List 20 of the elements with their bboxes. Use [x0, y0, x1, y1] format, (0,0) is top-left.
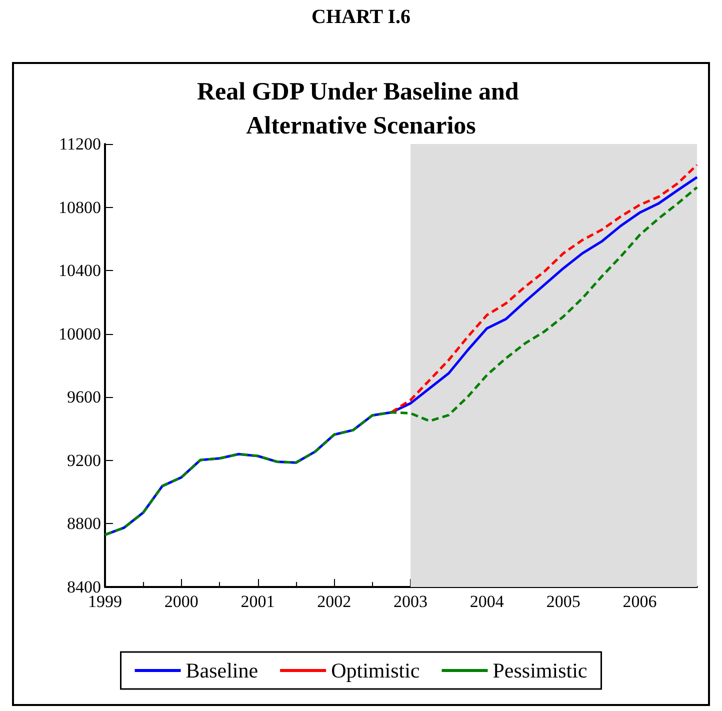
legend-label: Pessimistic — [492, 658, 588, 682]
x-tick-label: 2003 — [394, 592, 428, 611]
x-tick-label: 2000 — [164, 592, 198, 611]
chart-subtitle: Real GDP Under Baseline and Alternative Scenarios — [196, 78, 526, 140]
y-tick-label: 11200 — [59, 134, 101, 154]
y-tick-label: 8800 — [67, 514, 101, 534]
x-tick-label: 2005 — [546, 592, 580, 611]
legend-label: Baseline — [186, 658, 258, 682]
legend-label: Optimistic — [331, 658, 420, 682]
x-tick-label: 2002 — [317, 592, 352, 611]
y-tick-label: 10400 — [58, 261, 101, 280]
y-tick-label: 9600 — [67, 388, 101, 407]
line-series — [390, 164, 698, 414]
y-tick-label: 10000 — [58, 324, 101, 344]
y-tick-label: 9200 — [67, 450, 101, 470]
x-tick-label: 2006 — [622, 592, 657, 611]
x-tick-label: 2001 — [240, 592, 275, 611]
chart-title: CHART I.6 — [312, 6, 410, 28]
x-tick-label: 2004 — [470, 592, 504, 611]
y-tick-label: 10800 — [58, 198, 101, 217]
